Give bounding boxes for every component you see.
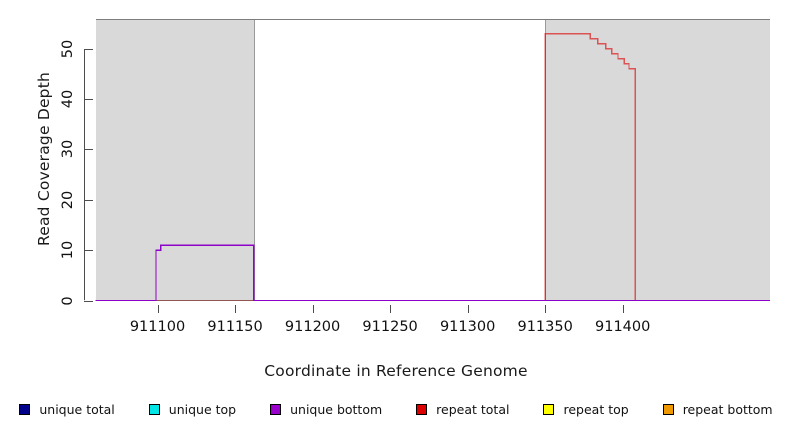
- left-repeat-region-edge: [253, 18, 255, 301]
- legend-item-repeat-total[interactable]: repeat total: [416, 402, 509, 417]
- x-axis-title: Coordinate in Reference Genome: [264, 362, 528, 380]
- x-tick-label: 911350: [517, 318, 573, 335]
- x-tick-label: 911200: [284, 318, 341, 335]
- legend-swatch-icon: [148, 403, 160, 415]
- trace-unique-bottom: [95, 244, 770, 302]
- y-tick-mark: [83, 48, 93, 50]
- x-tick-label: 911150: [207, 318, 263, 335]
- legend-swatch-icon: [662, 403, 674, 415]
- legend-label: unique top: [168, 401, 237, 417]
- legend-item-unique-top[interactable]: unique top: [148, 401, 237, 417]
- y-axis-line: [83, 48, 85, 301]
- legend-label: unique total: [39, 401, 115, 417]
- chart-legend: unique total unique top unique bottom repea…: [0, 398, 792, 420]
- trace-unique-total: [95, 244, 770, 302]
- legend-swatch-icon: [270, 403, 282, 415]
- legend-label: repeat bottom: [682, 401, 773, 417]
- y-tick-mark: [83, 250, 93, 252]
- legend-label: unique bottom: [290, 401, 383, 417]
- legend-item-repeat-top[interactable]: repeat top: [543, 401, 629, 417]
- y-tick-mark: [83, 149, 93, 151]
- plot-top-rule: [95, 18, 770, 20]
- y-tick-mark: [83, 99, 93, 101]
- x-tick-label: 911300: [439, 318, 496, 335]
- legend-item-unique-bottom[interactable]: unique bottom: [270, 402, 382, 417]
- legend-label: repeat total: [436, 401, 510, 417]
- y-tick-mark: [83, 199, 93, 201]
- x-tick-mark: [467, 304, 469, 313]
- x-tick-mark: [235, 304, 237, 313]
- x-tick-mark: [390, 304, 392, 313]
- x-tick-mark: [157, 304, 159, 313]
- x-tick-mark: [622, 304, 624, 313]
- x-tick-mark: [312, 304, 314, 313]
- y-tick-mark: [83, 300, 93, 302]
- legend-swatch-icon: [19, 403, 31, 415]
- legend-item-unique-total[interactable]: unique total: [19, 401, 115, 417]
- left-repeat-region: [95, 18, 254, 301]
- legend-item-repeat-bottom[interactable]: repeat bottom: [662, 401, 773, 417]
- x-tick-mark: [545, 304, 547, 313]
- trace-repeat-total: [95, 32, 770, 302]
- x-tick-label: 911250: [362, 318, 418, 335]
- legend-swatch-icon: [543, 403, 555, 415]
- legend-label: repeat top: [563, 401, 629, 417]
- x-tick-label: 911100: [129, 318, 186, 335]
- right-repeat-region: [545, 18, 770, 301]
- legend-swatch-icon: [416, 403, 428, 415]
- x-tick-label: 911400: [595, 318, 651, 335]
